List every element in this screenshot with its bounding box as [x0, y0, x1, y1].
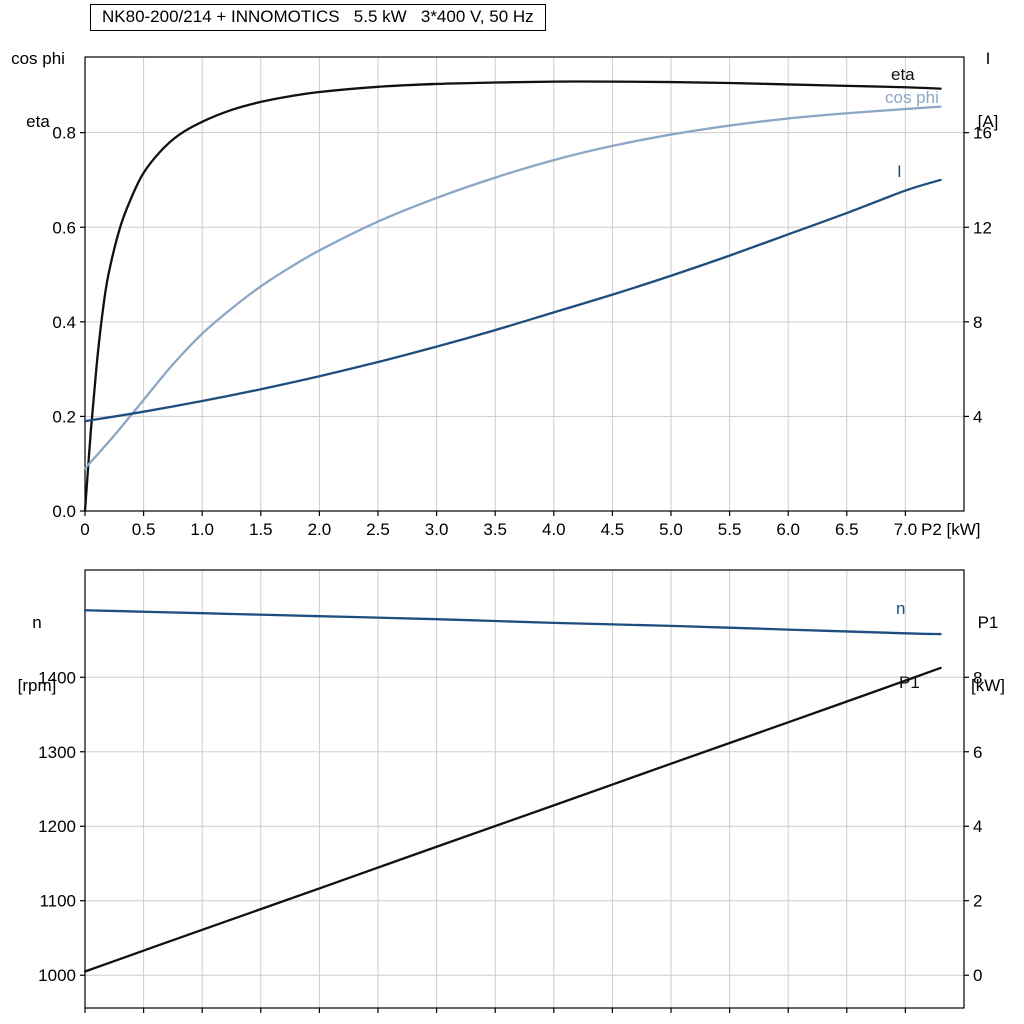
x-axis-tick-label: 3.0: [425, 520, 449, 539]
x-axis-tick-label: 2.5: [366, 520, 390, 539]
cos-phi-axis-label: cos phi: [11, 49, 65, 68]
left-axis-tick-label: 1000: [38, 966, 76, 985]
x-axis-tick-label: 2.0: [308, 520, 332, 539]
x-axis-tick-label: 4.5: [601, 520, 625, 539]
plot-frame: [84, 56, 965, 512]
speed-unit-label: [rpm]: [17, 676, 57, 695]
right-axis-tick-label: 4: [973, 817, 982, 836]
right-axis-tick-label: 8: [973, 313, 982, 332]
left-axis-tick-label: 0.6: [52, 218, 76, 237]
x-axis-tick-label: 1.0: [190, 520, 214, 539]
right-axis-tick-label: 16: [973, 124, 992, 143]
curve-n: [83, 609, 942, 636]
right-axis-tick-label: 2: [973, 892, 982, 911]
left-axis-tick-label: 0.8: [52, 124, 76, 143]
x-axis-tick-label: 4.0: [542, 520, 566, 539]
right-axis-tick-label: 8: [973, 668, 982, 687]
x-axis-tick-label: 5.0: [659, 520, 683, 539]
x-axis-tick-label: 7.0: [894, 520, 918, 539]
curve-label-i: I: [897, 162, 902, 181]
top-left-axis-title: cos phi eta: [2, 6, 74, 153]
eta-axis-label: eta: [26, 112, 50, 131]
x-axis-label: P2 [kW]: [921, 520, 981, 539]
left-axis-tick-label: 1100: [39, 892, 76, 911]
right-axis-tick-label: 6: [973, 743, 982, 762]
current-unit-label: [A]: [977, 112, 999, 131]
x-axis-tick-label: 3.5: [483, 520, 507, 539]
chart-title: NK80-200/214 + INNOMOTICS 5.5 kW 3*400 V…: [90, 4, 546, 31]
x-axis-tick-label: 0.5: [132, 520, 156, 539]
x-axis-tick-label: 5.5: [718, 520, 742, 539]
right-axis-tick-label: 4: [973, 407, 982, 426]
x-axis-tick-label: 1.5: [249, 520, 273, 539]
top-right-axis-title: I [A]: [964, 6, 1012, 153]
bottom-left-axis-title: n [rpm]: [2, 570, 72, 717]
left-axis-tick-label: 1400: [38, 668, 76, 687]
current-axis-label: I: [985, 49, 991, 68]
speed-axis-label: n: [32, 613, 42, 632]
x-axis-tick-label: 0: [80, 520, 89, 539]
x-axis-tick-label: 6.0: [776, 520, 800, 539]
right-axis-tick-label: 12: [973, 218, 992, 237]
curve-i: [83, 178, 942, 423]
left-axis-tick-label: 0.2: [52, 407, 76, 426]
right-axis-tick-label: 0: [973, 966, 982, 985]
left-axis-tick-label: 0.4: [52, 313, 76, 332]
left-axis-tick-label: 0.0: [52, 502, 76, 521]
curve-label-p1: P1: [899, 673, 920, 692]
curve-p1: [83, 666, 942, 973]
bottom-right-axis-title: P1 [kW]: [960, 570, 1016, 717]
curve-label-cos-phi: cos phi: [885, 88, 939, 107]
left-axis-tick-label: 1300: [38, 743, 76, 762]
curve-label-n: n: [896, 599, 905, 618]
power-axis-label: P1: [977, 613, 999, 632]
left-axis-tick-label: 1200: [38, 817, 76, 836]
curve-eta: [83, 80, 942, 513]
curve-label-eta: eta: [891, 65, 915, 84]
power-unit-label: [kW]: [971, 676, 1005, 695]
curve-cos-phi: [83, 105, 942, 470]
plot-frame: [84, 569, 965, 1009]
x-axis-tick-label: 6.5: [835, 520, 859, 539]
